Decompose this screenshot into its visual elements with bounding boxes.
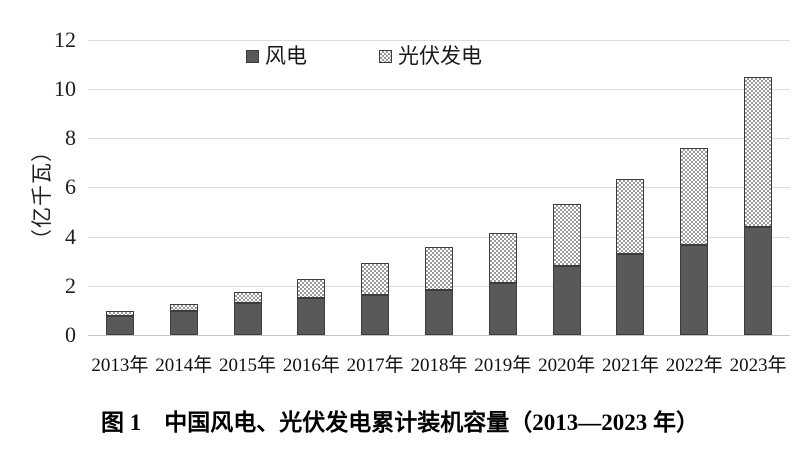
bar-segment-wind-2013年 bbox=[106, 316, 134, 335]
gridline-6 bbox=[88, 187, 790, 188]
bar-segment-wind-2014年 bbox=[170, 311, 198, 335]
x-tick-label-2019年: 2019年 bbox=[474, 355, 532, 376]
y-tick-label-0: 0 bbox=[65, 322, 76, 347]
bar-segment-wind-2019年 bbox=[489, 283, 517, 335]
bar-segment-pv-2022年 bbox=[680, 148, 708, 245]
gridline-8 bbox=[88, 138, 790, 139]
y-tick-label-6: 6 bbox=[65, 174, 76, 199]
gridline-10 bbox=[88, 89, 790, 90]
legend-item-pv: 光伏发电 bbox=[379, 44, 482, 68]
bar-segment-pv-2015年 bbox=[234, 292, 262, 303]
wind-series-swatch-icon bbox=[246, 49, 259, 63]
bar-segment-wind-2021年 bbox=[616, 254, 644, 335]
legend-label-wind: 风电 bbox=[265, 44, 307, 68]
bar-segment-pv-2020年 bbox=[553, 204, 581, 266]
legend-label-pv: 光伏发电 bbox=[398, 44, 482, 68]
x-tick-label-2015年: 2015年 bbox=[219, 355, 277, 376]
y-axis-title: （亿千瓦） bbox=[30, 140, 54, 250]
bar-segment-pv-2017年 bbox=[361, 263, 389, 295]
bar-segment-pv-2023年 bbox=[744, 77, 772, 227]
figure-caption: 图 1 中国风电、光伏发电累计装机容量（2013—2023 年） bbox=[101, 410, 699, 435]
x-tick-label-2020年: 2020年 bbox=[538, 355, 596, 376]
plot-area: 风电 光伏发电 bbox=[88, 40, 790, 336]
x-tick-label-2023年: 2023年 bbox=[729, 355, 787, 376]
bar-segment-wind-2017年 bbox=[361, 295, 389, 335]
x-tick-label-2022年: 2022年 bbox=[665, 355, 723, 376]
x-tick-label-2021年: 2021年 bbox=[601, 355, 659, 376]
bar-segment-wind-2023年 bbox=[744, 227, 772, 335]
gridline-4 bbox=[88, 237, 790, 238]
bar-segment-pv-2021年 bbox=[616, 179, 644, 254]
x-tick-label-2013年: 2013年 bbox=[91, 355, 149, 376]
bar-segment-pv-2014年 bbox=[170, 304, 198, 311]
y-tick-label-10: 10 bbox=[54, 76, 76, 101]
legend: 风电 光伏发电 bbox=[246, 44, 482, 68]
y-tick-label-12: 12 bbox=[54, 27, 76, 52]
gridline-12 bbox=[88, 40, 790, 41]
bar-segment-wind-2015年 bbox=[234, 303, 262, 335]
bar-segment-pv-2016年 bbox=[297, 279, 325, 298]
x-tick-label-2016年: 2016年 bbox=[282, 355, 340, 376]
bar-segment-pv-2018年 bbox=[425, 247, 453, 290]
bar-segment-wind-2018年 bbox=[425, 290, 453, 335]
y-tick-label-4: 4 bbox=[65, 224, 76, 249]
gridline-0 bbox=[88, 335, 790, 336]
bar-segment-pv-2013年 bbox=[106, 311, 134, 316]
bar-segment-wind-2022年 bbox=[680, 245, 708, 335]
bar-segment-wind-2020年 bbox=[553, 266, 581, 335]
bar-segment-wind-2016年 bbox=[297, 298, 325, 335]
pv-series-swatch-icon bbox=[379, 49, 392, 63]
legend-item-wind: 风电 bbox=[246, 44, 307, 68]
x-tick-label-2014年: 2014年 bbox=[155, 355, 213, 376]
bar-segment-pv-2019年 bbox=[489, 233, 517, 283]
x-tick-label-2018年: 2018年 bbox=[410, 355, 468, 376]
x-tick-label-2017年: 2017年 bbox=[346, 355, 404, 376]
y-tick-label-2: 2 bbox=[65, 273, 76, 298]
y-tick-label-8: 8 bbox=[65, 125, 76, 150]
